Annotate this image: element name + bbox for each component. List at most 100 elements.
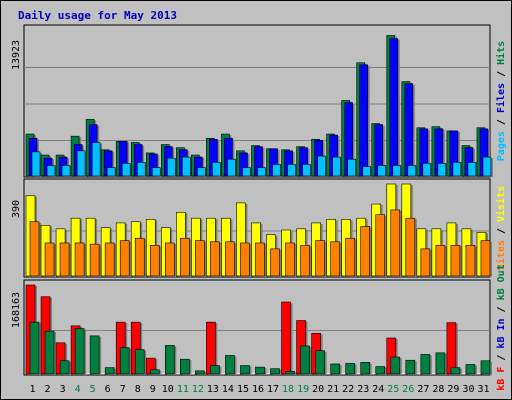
bar-kb-out — [104, 367, 115, 375]
bar-pages — [377, 165, 387, 177]
bar-kb-f — [446, 322, 457, 375]
bar-pages — [347, 158, 356, 177]
bar-kb-out — [360, 362, 371, 375]
bar-pages — [302, 164, 311, 177]
bar-kb-out — [225, 355, 235, 375]
bar-pages — [422, 163, 432, 177]
x-tick-label: 4 — [75, 384, 81, 395]
bar-kb-out — [195, 370, 205, 375]
x-tick-label: 23 — [357, 384, 369, 395]
bar-kb-out — [420, 354, 431, 375]
bar-pages — [106, 167, 116, 177]
x-tick-label: 29 — [447, 384, 459, 395]
bar-kb-out — [180, 358, 190, 375]
bar-sites — [285, 242, 295, 277]
bar-pages — [437, 163, 447, 177]
legend-part: Files — [495, 83, 507, 113]
x-tick-label: 10 — [162, 384, 174, 395]
x-tick-label: 19 — [297, 384, 309, 395]
bar-sites — [210, 241, 220, 277]
x-tick-label: 3 — [60, 384, 66, 395]
bar-sites — [300, 245, 310, 277]
bar-kb-out — [390, 356, 401, 375]
bar-kb-out — [59, 360, 70, 375]
bar-kb-out — [44, 330, 55, 375]
series-legend: kB F / kB In / kB Out — [496, 264, 507, 390]
x-tick-label: 25 — [387, 384, 399, 395]
series-legend: Pages / Files / Hits — [495, 41, 507, 161]
x-tick-label: 18 — [282, 384, 294, 395]
bar-pages — [452, 162, 462, 177]
legend-part: Sites — [495, 240, 507, 270]
bar-kb-out — [300, 345, 310, 375]
panel-box — [23, 279, 491, 376]
bar-pages — [197, 167, 206, 177]
bar-files — [389, 38, 399, 177]
bar-pages — [257, 167, 266, 177]
bar-pages — [76, 150, 86, 177]
x-tick-label: 11 — [177, 384, 189, 395]
legend-part: Hits — [495, 41, 507, 65]
bar-sites — [345, 237, 355, 277]
bar-sites — [375, 214, 386, 277]
bar-sites — [164, 242, 175, 277]
x-tick-label: 2 — [45, 384, 51, 395]
x-tick-label: 1 — [30, 384, 36, 395]
bar-pages — [61, 165, 71, 177]
bar-files — [404, 83, 414, 177]
panel-kb-in-out: 168163 kB F / kB In / kB Out — [11, 264, 507, 390]
bar-sites — [44, 242, 55, 277]
bar-sites — [134, 237, 145, 277]
legend-part: Pages — [496, 131, 507, 161]
bar-sites — [240, 242, 250, 277]
bar-kb-out — [29, 321, 40, 375]
bar-pages — [242, 167, 251, 177]
bar-pages — [482, 156, 492, 177]
panel-hits-files-pages: 13923 Pages / Files / Hits — [11, 24, 507, 178]
bar-sites — [74, 242, 85, 277]
bar-kb-out — [74, 328, 85, 375]
x-tick-label: 16 — [252, 384, 264, 395]
bar-kb-out — [345, 363, 355, 375]
bar-pages — [317, 155, 326, 177]
x-tick-label: 13 — [207, 384, 219, 395]
bar-pages — [212, 162, 221, 177]
bar-sites — [180, 237, 190, 277]
bars — [25, 284, 492, 375]
bar-kb-out — [285, 371, 295, 375]
bar-kb-out — [435, 352, 446, 375]
bar-kb-out — [330, 363, 340, 375]
bars — [25, 183, 492, 277]
bar-pages — [362, 166, 372, 177]
legend-part: Visits — [495, 186, 507, 222]
bar-pages — [182, 156, 191, 177]
bar-kb-out — [255, 366, 265, 375]
x-tick-label: 22 — [342, 384, 354, 395]
bar-kb-out — [119, 347, 130, 375]
legend-part: kB F — [496, 367, 507, 391]
x-tick-label: 7 — [120, 384, 126, 395]
bar-sites — [104, 242, 115, 277]
bar-pages — [46, 165, 56, 177]
panels-layer: 13923 Pages / Files / Hits 390 Sites / Visi… — [11, 24, 507, 391]
bar-pages — [166, 157, 176, 177]
bar-kb-out — [450, 367, 461, 375]
legend-part: / — [496, 113, 507, 131]
bars — [25, 35, 493, 177]
bar-sites — [465, 245, 476, 277]
x-tick-label: 15 — [237, 384, 249, 395]
bar-kb-out — [270, 368, 280, 375]
bar-pages — [151, 167, 161, 177]
bar-sites — [119, 240, 130, 277]
bar-sites — [195, 240, 205, 277]
bar-kb-out — [89, 335, 100, 375]
bar-sites — [390, 209, 401, 277]
panel-visits-sites: 390 Sites / Visits — [11, 178, 507, 278]
x-tick-label: 30 — [462, 384, 474, 395]
bar-sites — [270, 248, 280, 277]
bar-pages — [136, 162, 146, 177]
legend-part: / — [496, 300, 507, 318]
bar-kb-out — [134, 349, 145, 375]
bar-pages — [227, 158, 236, 177]
